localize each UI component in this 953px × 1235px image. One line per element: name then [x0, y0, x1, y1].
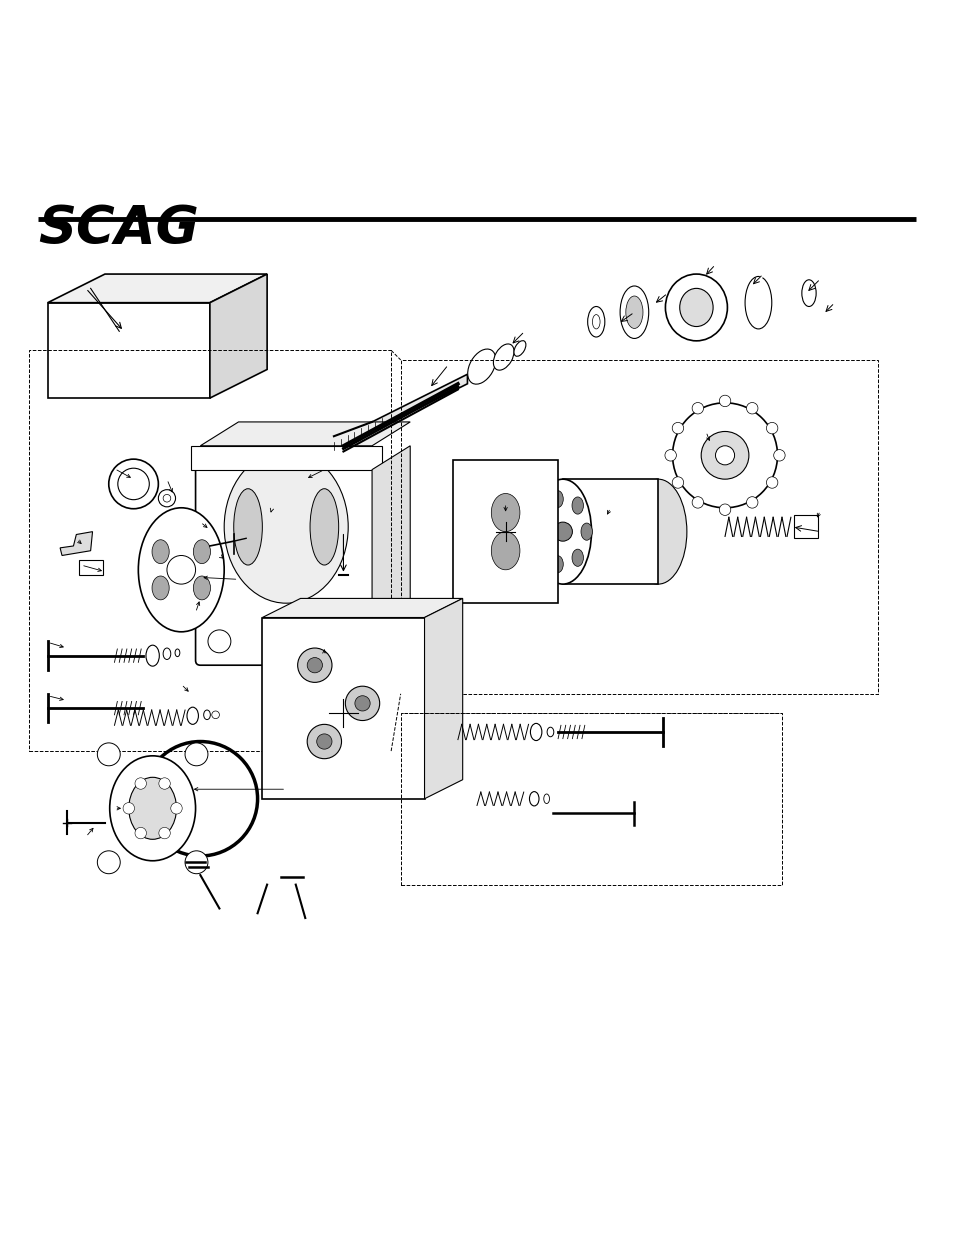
- Circle shape: [158, 778, 170, 789]
- Circle shape: [316, 734, 332, 750]
- Ellipse shape: [493, 343, 514, 370]
- Ellipse shape: [664, 274, 726, 341]
- Ellipse shape: [146, 645, 159, 666]
- Ellipse shape: [163, 494, 171, 503]
- Circle shape: [171, 803, 182, 814]
- Ellipse shape: [801, 280, 815, 306]
- Ellipse shape: [152, 540, 169, 563]
- Polygon shape: [424, 599, 462, 799]
- Bar: [191, 446, 381, 469]
- Ellipse shape: [491, 494, 519, 531]
- Circle shape: [185, 851, 208, 873]
- Bar: [79, 561, 103, 574]
- Ellipse shape: [572, 550, 583, 567]
- Circle shape: [123, 803, 134, 814]
- Ellipse shape: [745, 496, 757, 508]
- Circle shape: [672, 403, 777, 508]
- Circle shape: [355, 695, 370, 711]
- Circle shape: [97, 851, 120, 873]
- Circle shape: [208, 630, 231, 653]
- Ellipse shape: [664, 450, 676, 461]
- Ellipse shape: [719, 395, 730, 406]
- Ellipse shape: [118, 468, 149, 500]
- Polygon shape: [48, 274, 267, 303]
- Circle shape: [158, 827, 170, 839]
- Ellipse shape: [543, 794, 549, 804]
- Ellipse shape: [174, 648, 179, 657]
- Bar: [262, 618, 424, 799]
- Ellipse shape: [224, 451, 348, 603]
- Ellipse shape: [535, 537, 546, 555]
- Ellipse shape: [530, 724, 541, 741]
- Ellipse shape: [672, 422, 683, 433]
- Ellipse shape: [692, 496, 703, 508]
- Bar: [453, 461, 558, 603]
- Ellipse shape: [193, 576, 211, 600]
- Bar: [400, 359, 877, 694]
- Polygon shape: [210, 274, 267, 398]
- Ellipse shape: [625, 296, 642, 329]
- Polygon shape: [372, 446, 410, 661]
- Circle shape: [715, 446, 734, 464]
- Circle shape: [307, 725, 341, 758]
- Ellipse shape: [551, 556, 562, 573]
- Ellipse shape: [587, 306, 604, 337]
- Circle shape: [97, 743, 120, 766]
- Ellipse shape: [138, 508, 224, 632]
- Ellipse shape: [310, 489, 338, 566]
- Circle shape: [185, 743, 208, 766]
- Circle shape: [553, 522, 572, 541]
- Ellipse shape: [580, 524, 592, 540]
- Ellipse shape: [619, 287, 648, 338]
- Ellipse shape: [629, 479, 686, 584]
- Ellipse shape: [204, 710, 210, 720]
- Ellipse shape: [110, 756, 195, 861]
- Ellipse shape: [679, 288, 712, 326]
- Ellipse shape: [193, 540, 211, 563]
- Ellipse shape: [529, 792, 538, 806]
- Ellipse shape: [773, 450, 784, 461]
- Polygon shape: [48, 303, 210, 398]
- Ellipse shape: [546, 727, 553, 737]
- Polygon shape: [200, 422, 410, 446]
- Circle shape: [135, 778, 147, 789]
- Circle shape: [700, 431, 748, 479]
- FancyBboxPatch shape: [195, 464, 376, 666]
- Ellipse shape: [467, 350, 496, 384]
- Ellipse shape: [765, 422, 777, 433]
- Bar: [29, 351, 391, 751]
- Circle shape: [341, 630, 364, 653]
- Ellipse shape: [745, 403, 757, 414]
- Polygon shape: [262, 599, 462, 618]
- Ellipse shape: [187, 708, 198, 725]
- Circle shape: [212, 711, 219, 719]
- Polygon shape: [334, 374, 467, 451]
- Ellipse shape: [672, 477, 683, 488]
- Bar: [562, 479, 658, 584]
- Bar: [400, 713, 781, 884]
- Ellipse shape: [152, 576, 169, 600]
- Ellipse shape: [514, 341, 525, 356]
- Ellipse shape: [233, 489, 262, 566]
- Ellipse shape: [572, 496, 583, 514]
- Ellipse shape: [491, 531, 519, 569]
- Circle shape: [345, 687, 379, 720]
- Ellipse shape: [158, 489, 175, 506]
- Circle shape: [167, 556, 195, 584]
- Ellipse shape: [163, 648, 171, 659]
- Circle shape: [297, 648, 332, 683]
- Circle shape: [135, 827, 146, 839]
- Ellipse shape: [692, 403, 703, 414]
- Ellipse shape: [534, 479, 591, 584]
- Polygon shape: [60, 531, 92, 556]
- Ellipse shape: [719, 504, 730, 515]
- Ellipse shape: [765, 477, 777, 488]
- Text: SCAG: SCAG: [38, 203, 199, 254]
- Ellipse shape: [535, 509, 546, 526]
- Bar: [793, 515, 817, 538]
- Ellipse shape: [551, 490, 562, 508]
- Ellipse shape: [129, 777, 176, 840]
- Ellipse shape: [592, 315, 599, 329]
- Circle shape: [307, 657, 322, 673]
